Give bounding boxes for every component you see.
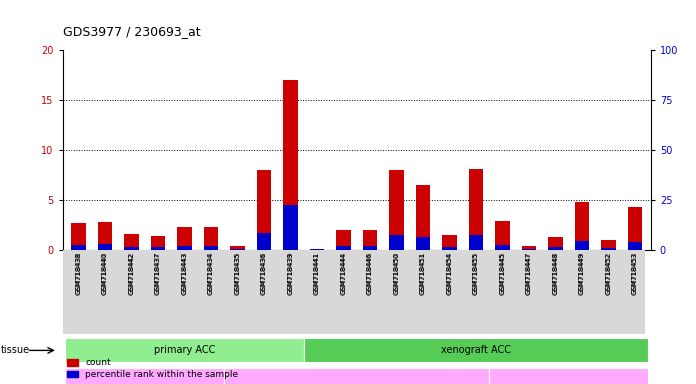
Text: GSM718436: GSM718436 bbox=[261, 252, 267, 295]
Text: GSM718445: GSM718445 bbox=[500, 252, 505, 295]
Text: GSM718445: GSM718445 bbox=[500, 251, 505, 294]
Text: GSM718440: GSM718440 bbox=[102, 251, 108, 294]
Text: GSM718444: GSM718444 bbox=[340, 252, 347, 295]
Bar bbox=[548, 237, 562, 250]
Text: GSM718447: GSM718447 bbox=[526, 251, 532, 294]
Text: GSM718439: GSM718439 bbox=[287, 251, 294, 294]
Text: primary ACC: primary ACC bbox=[154, 345, 215, 356]
Bar bbox=[97, 243, 112, 250]
Text: GSM718439: GSM718439 bbox=[287, 252, 294, 295]
Bar bbox=[442, 235, 457, 250]
Bar bbox=[601, 240, 616, 250]
Text: GSM718436: GSM718436 bbox=[261, 251, 267, 294]
Bar bbox=[548, 247, 562, 250]
Text: GSM718450: GSM718450 bbox=[393, 252, 400, 295]
Bar bbox=[363, 230, 377, 250]
Bar bbox=[495, 221, 509, 250]
Bar bbox=[601, 248, 616, 250]
Text: GSM718452: GSM718452 bbox=[606, 251, 611, 294]
Bar bbox=[151, 236, 165, 250]
Bar bbox=[224, 367, 489, 384]
Bar bbox=[389, 235, 404, 250]
Bar bbox=[310, 248, 324, 250]
Text: GSM718449: GSM718449 bbox=[579, 251, 585, 294]
Text: GSM718451: GSM718451 bbox=[420, 251, 426, 294]
Bar bbox=[628, 207, 642, 250]
Text: GSM718448: GSM718448 bbox=[553, 251, 558, 294]
Text: GSM718438: GSM718438 bbox=[76, 252, 81, 295]
Bar bbox=[468, 169, 483, 250]
Bar bbox=[521, 248, 536, 250]
Text: GSM718437: GSM718437 bbox=[155, 252, 161, 295]
Text: GSM718434: GSM718434 bbox=[208, 252, 214, 295]
Text: GSM718449: GSM718449 bbox=[579, 252, 585, 295]
Text: GSM718454: GSM718454 bbox=[446, 251, 452, 294]
Bar bbox=[389, 170, 404, 250]
Text: GSM718441: GSM718441 bbox=[314, 251, 320, 294]
Bar bbox=[363, 246, 377, 250]
Text: GSM718455: GSM718455 bbox=[473, 251, 479, 294]
Text: GSM718453: GSM718453 bbox=[632, 251, 638, 294]
Bar bbox=[442, 247, 457, 250]
Text: GSM718451: GSM718451 bbox=[420, 252, 426, 295]
Bar bbox=[65, 338, 303, 362]
Bar bbox=[575, 241, 590, 250]
Text: GSM718455: GSM718455 bbox=[473, 252, 479, 295]
Bar bbox=[177, 246, 192, 250]
Bar bbox=[416, 237, 430, 250]
Bar bbox=[521, 246, 536, 250]
Bar bbox=[489, 367, 648, 384]
Bar bbox=[204, 246, 219, 250]
Bar bbox=[283, 205, 298, 250]
Bar bbox=[230, 248, 245, 250]
Text: GSM718435: GSM718435 bbox=[235, 251, 241, 294]
Text: tissue: tissue bbox=[1, 345, 30, 356]
Bar bbox=[257, 233, 271, 250]
Bar bbox=[124, 247, 139, 250]
Bar bbox=[468, 235, 483, 250]
Text: GSM718438: GSM718438 bbox=[76, 251, 81, 294]
Text: GSM718447: GSM718447 bbox=[526, 252, 532, 295]
Bar bbox=[124, 233, 139, 250]
Text: GSM718453: GSM718453 bbox=[632, 252, 638, 295]
Bar bbox=[336, 230, 351, 250]
Bar bbox=[283, 80, 298, 250]
Bar bbox=[151, 247, 165, 250]
Bar bbox=[310, 249, 324, 250]
Text: GSM718454: GSM718454 bbox=[446, 252, 452, 295]
Text: xenograft ACC: xenograft ACC bbox=[441, 345, 511, 356]
Bar bbox=[97, 222, 112, 250]
Text: GSM718437: GSM718437 bbox=[155, 251, 161, 294]
Legend: count, percentile rank within the sample: count, percentile rank within the sample bbox=[67, 358, 238, 379]
Text: GDS3977 / 230693_at: GDS3977 / 230693_at bbox=[63, 25, 200, 38]
Bar bbox=[177, 227, 192, 250]
Bar bbox=[230, 246, 245, 250]
Text: GSM718448: GSM718448 bbox=[553, 252, 558, 295]
Text: GSM718452: GSM718452 bbox=[606, 252, 611, 295]
Text: GSM718440: GSM718440 bbox=[102, 252, 108, 295]
Text: GSM718441: GSM718441 bbox=[314, 252, 320, 295]
Bar bbox=[257, 170, 271, 250]
Bar bbox=[204, 227, 219, 250]
Text: GSM718446: GSM718446 bbox=[367, 251, 373, 294]
Bar bbox=[628, 242, 642, 250]
Text: GSM718435: GSM718435 bbox=[235, 252, 241, 295]
Bar bbox=[336, 246, 351, 250]
Text: GSM718444: GSM718444 bbox=[340, 251, 347, 294]
Bar bbox=[416, 185, 430, 250]
Bar bbox=[575, 202, 590, 250]
Text: GSM718443: GSM718443 bbox=[182, 252, 187, 295]
Text: GSM718442: GSM718442 bbox=[129, 251, 134, 294]
Bar bbox=[303, 338, 648, 362]
Bar bbox=[71, 223, 86, 250]
Text: GSM718446: GSM718446 bbox=[367, 252, 373, 295]
Text: GSM718443: GSM718443 bbox=[182, 251, 187, 294]
Bar bbox=[65, 367, 224, 384]
Text: GSM718434: GSM718434 bbox=[208, 251, 214, 294]
Bar bbox=[71, 245, 86, 250]
Bar bbox=[495, 245, 509, 250]
Text: GSM718442: GSM718442 bbox=[129, 252, 134, 295]
Text: GSM718450: GSM718450 bbox=[393, 251, 400, 294]
